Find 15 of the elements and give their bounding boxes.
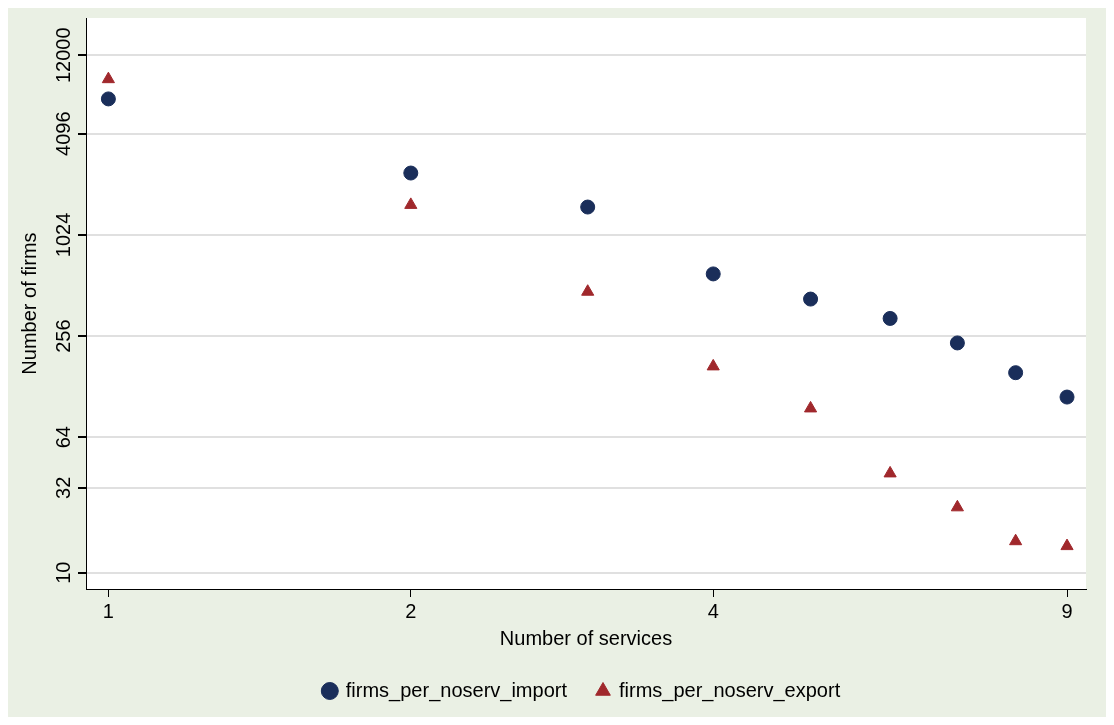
y-tick-label: 10 (51, 561, 74, 584)
legend-label: firms_per_noserv_import (345, 678, 568, 702)
y-tick-label: 256 (51, 319, 74, 353)
x-tick-label: 4 (707, 599, 719, 622)
legend-label: firms_per_noserv_export (618, 678, 841, 702)
x-tick-label: 1 (102, 599, 114, 622)
y-tick-label: 32 (51, 476, 74, 499)
y-axis-title: Number of firms (17, 232, 40, 375)
x-tick-label: 9 (1061, 599, 1073, 622)
y-tick-label: 1024 (51, 212, 74, 258)
y-tick-label: 4096 (51, 111, 74, 156)
x-tick-label: 2 (405, 599, 417, 622)
x-axis-title: Number of services (499, 626, 673, 649)
y-tick-label: 12000 (51, 27, 74, 84)
y-tick-label: 64 (51, 426, 74, 449)
